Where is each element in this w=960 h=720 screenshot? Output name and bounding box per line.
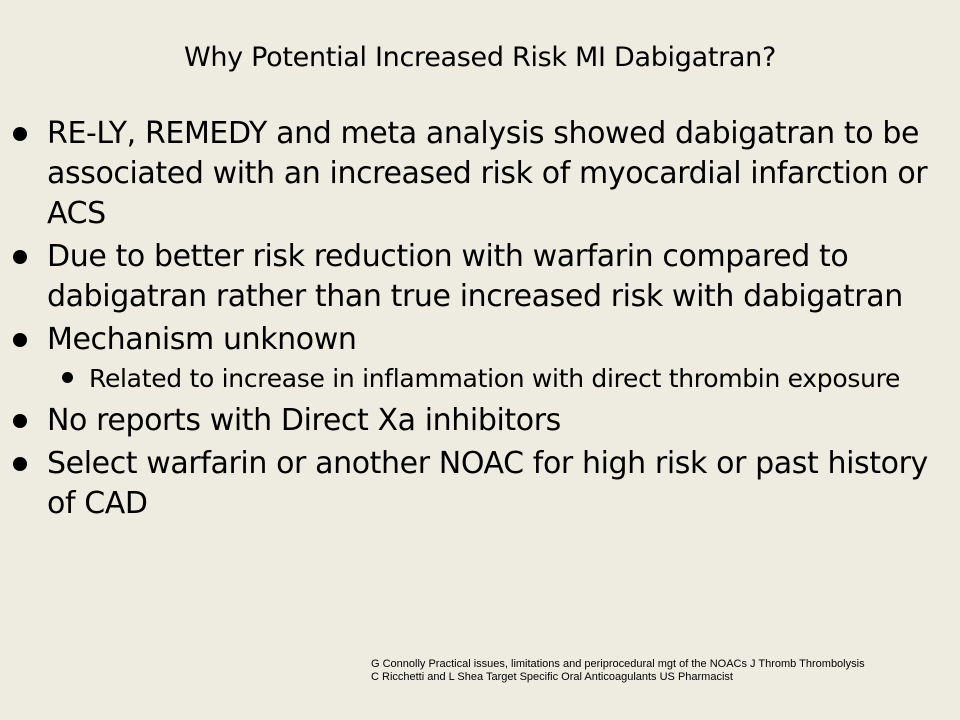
bullet-text: Select warfarin or another NOAC for high…: [47, 446, 928, 521]
bullet-dot-icon: [13, 333, 27, 347]
bullet-dot-icon: [13, 250, 27, 264]
sub-bullet-dot-icon: [62, 372, 73, 383]
reference-line: G Connolly Practical issues, limitations…: [371, 658, 865, 670]
sub-bullet-text: Related to increase in inflammation with…: [89, 364, 901, 393]
bullet-text: RE-LY, REMEDY and meta analysis showed d…: [47, 116, 928, 231]
bullet-dot-icon: [13, 127, 27, 141]
bullet-item: No reports with Direct Xa inhibitors: [0, 401, 960, 441]
bullet-list: RE-LY, REMEDY and meta analysis showed d…: [0, 114, 960, 527]
slide-title: Why Potential Increased Risk MI Dabigatr…: [183, 42, 777, 73]
sub-bullet-item: Related to increase in inflammation with…: [0, 361, 960, 396]
bullet-dot-icon: [13, 457, 27, 471]
reference-line: C Ricchetti and L Shea Target Specific O…: [371, 671, 733, 683]
bullet-text: Due to better risk reduction with warfar…: [47, 239, 903, 314]
bullet-text: Mechanism unknown: [47, 322, 357, 357]
bullet-dot-icon: [13, 414, 27, 428]
bullet-item: Due to better risk reduction with warfar…: [0, 237, 960, 317]
bullet-item: RE-LY, REMEDY and meta analysis showed d…: [0, 114, 960, 234]
bullet-text: No reports with Direct Xa inhibitors: [47, 403, 561, 438]
references: G Connolly Practical issues, limitations…: [371, 658, 865, 684]
bullet-item: Mechanism unknown: [0, 320, 960, 360]
bullet-item: Select warfarin or another NOAC for high…: [0, 444, 960, 524]
